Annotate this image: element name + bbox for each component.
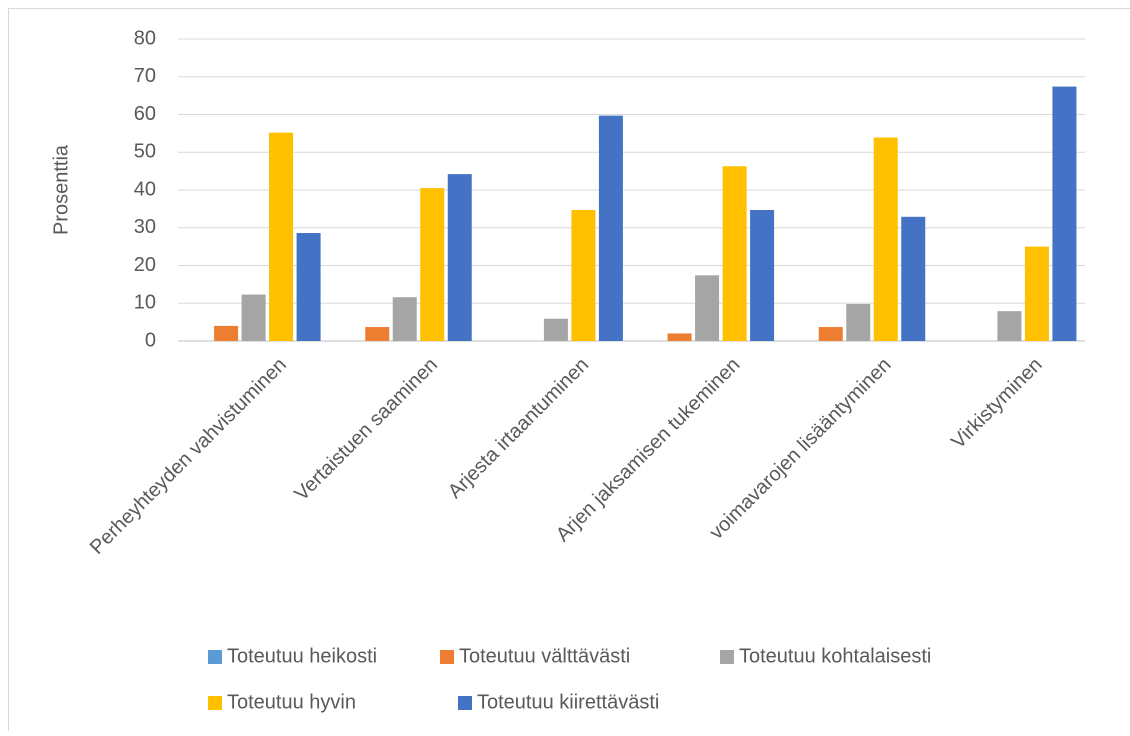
legend-swatch [458, 696, 472, 710]
bar [599, 116, 623, 341]
y-tick-label: 40 [134, 178, 156, 200]
y-tick-label: 70 [134, 65, 156, 87]
bar [874, 138, 898, 341]
legend-label: Toteutuu kiirettävästi [477, 691, 659, 713]
bar [448, 174, 472, 341]
bar [695, 275, 719, 341]
y-tick-label: 80 [134, 27, 156, 49]
bar [269, 133, 293, 341]
bar [1025, 247, 1049, 341]
bar [242, 295, 266, 341]
bar [846, 304, 870, 341]
legend-label: Toteutuu välttävästi [459, 645, 630, 667]
legend-label: Toteutuu hyvin [227, 691, 356, 713]
y-tick-label: 0 [145, 329, 156, 351]
y-tick-label: 60 [134, 103, 156, 125]
legend-swatch [440, 650, 454, 664]
bar [901, 217, 925, 341]
legend-swatch [720, 650, 734, 664]
y-tick-label: 20 [134, 254, 156, 276]
legend-label: Toteutuu heikosti [227, 645, 377, 667]
bar [214, 326, 238, 341]
y-axis-label: Prosenttia [50, 144, 72, 235]
legend-swatch [208, 696, 222, 710]
bar [420, 188, 444, 341]
legend-swatch [208, 650, 222, 664]
y-tick-label: 10 [134, 292, 156, 314]
bar [997, 311, 1021, 341]
bar [750, 210, 774, 341]
bar [723, 166, 747, 341]
bar [544, 319, 568, 341]
bar [365, 327, 389, 341]
legend-label: Toteutuu kohtalaisesti [739, 645, 931, 667]
y-tick-label: 50 [134, 141, 156, 163]
bar [819, 327, 843, 341]
bar [393, 297, 417, 341]
y-tick-label: 30 [134, 216, 156, 238]
bar [1052, 87, 1076, 341]
bar [571, 210, 595, 341]
bar [668, 333, 692, 341]
bar [297, 233, 321, 341]
